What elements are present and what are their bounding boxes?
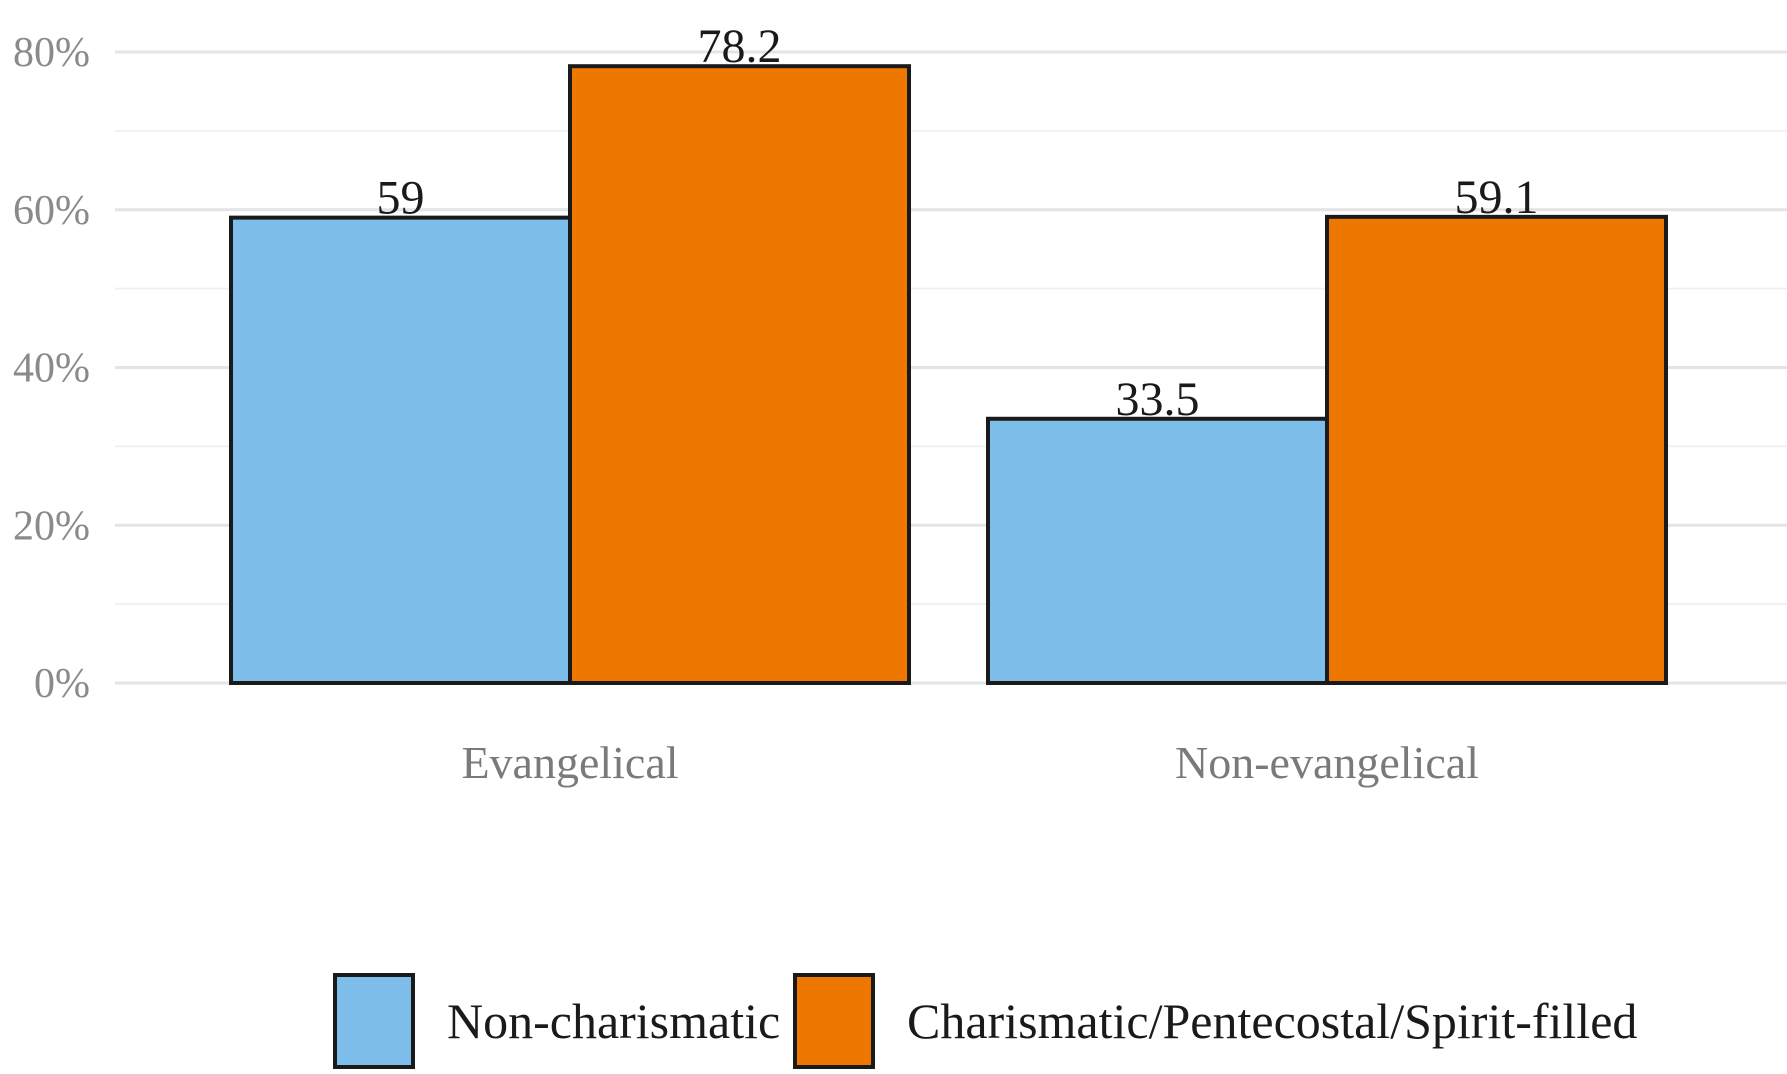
- x-category-label: Non-evangelical: [1175, 737, 1479, 788]
- data-label: 78.2: [698, 20, 782, 73]
- legend-label: Charismatic/Pentecostal/Spirit-filled: [907, 993, 1637, 1049]
- x-axis-category-labels: Evangelical Non-evangelical: [461, 737, 1479, 788]
- x-category-label: Evangelical: [461, 737, 678, 788]
- legend-label: Non-charismatic: [447, 993, 780, 1049]
- bar: [229, 215, 572, 685]
- bar: [1325, 214, 1668, 685]
- bar: [986, 416, 1329, 685]
- y-tick-label: 40%: [13, 346, 90, 392]
- data-label: 59: [377, 172, 425, 225]
- legend-swatch: [333, 973, 415, 1069]
- bar: [568, 64, 911, 685]
- y-axis-tick-labels: 0% 20% 40% 60% 80%: [13, 30, 90, 707]
- y-tick-label: 20%: [13, 503, 90, 549]
- y-tick-label: 80%: [13, 30, 90, 76]
- data-label: 59.1: [1455, 171, 1539, 224]
- legend: Non-charismatic Charismatic/Pentecostal/S…: [333, 973, 1637, 1069]
- data-label: 33.5: [1116, 373, 1200, 426]
- y-tick-label: 60%: [13, 188, 90, 234]
- bars: [229, 64, 1668, 685]
- data-labels: 59 78.2 33.5 59.1: [377, 20, 1539, 426]
- legend-swatch: [793, 973, 875, 1069]
- y-tick-label: 0%: [34, 661, 90, 707]
